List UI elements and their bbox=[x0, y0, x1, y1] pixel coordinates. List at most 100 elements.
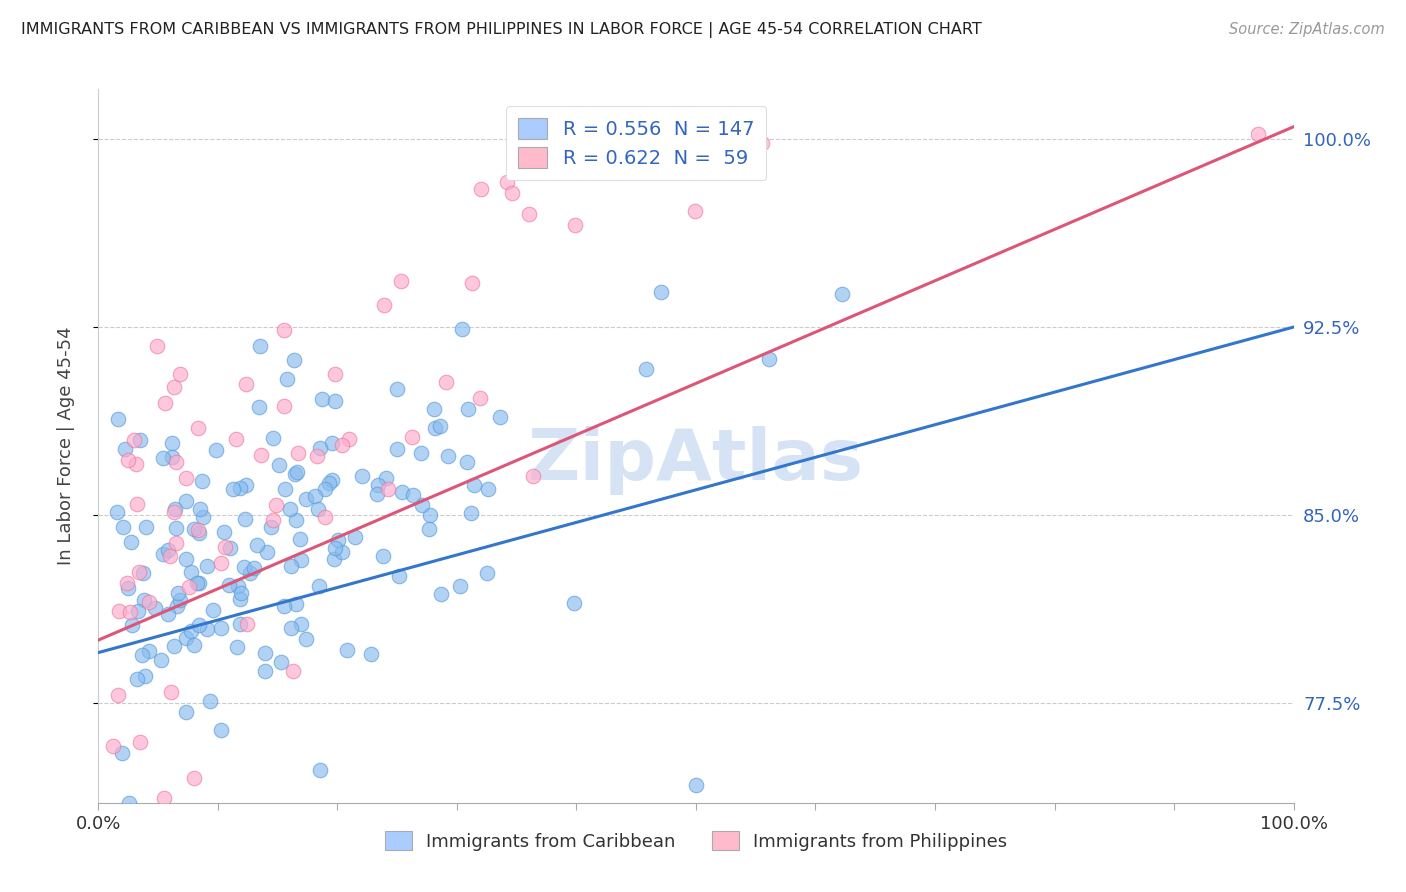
Point bbox=[352, 468, 374, 483]
Point bbox=[751, 136, 773, 151]
Point bbox=[437, 450, 460, 464]
Point bbox=[307, 502, 329, 516]
Point bbox=[475, 566, 498, 580]
Point bbox=[321, 473, 343, 487]
Point bbox=[496, 175, 519, 189]
Point bbox=[246, 538, 269, 552]
Point bbox=[402, 488, 425, 502]
Point bbox=[174, 471, 197, 485]
Point bbox=[270, 655, 292, 669]
Point bbox=[284, 597, 307, 611]
Point bbox=[276, 371, 298, 385]
Point bbox=[256, 545, 278, 559]
Point bbox=[285, 465, 308, 479]
Point bbox=[108, 604, 131, 618]
Point bbox=[430, 587, 453, 601]
Point bbox=[165, 521, 187, 535]
Point bbox=[409, 446, 432, 460]
Point bbox=[143, 601, 166, 615]
Point bbox=[434, 375, 457, 389]
Point bbox=[166, 585, 188, 599]
Point bbox=[105, 505, 128, 519]
Point bbox=[295, 492, 318, 507]
Point bbox=[233, 511, 256, 525]
Point bbox=[336, 643, 359, 657]
Point bbox=[188, 618, 211, 632]
Point bbox=[247, 401, 270, 415]
Legend: Immigrants from Caribbean, Immigrants from Philippines: Immigrants from Caribbean, Immigrants fr… bbox=[377, 824, 1015, 858]
Point bbox=[283, 664, 305, 678]
Point bbox=[450, 579, 472, 593]
Point bbox=[273, 400, 295, 414]
Point bbox=[283, 353, 305, 368]
Point bbox=[174, 552, 197, 566]
Point bbox=[326, 533, 349, 547]
Point bbox=[138, 595, 160, 609]
Point bbox=[685, 203, 707, 218]
Point bbox=[131, 566, 153, 581]
Point bbox=[232, 560, 254, 574]
Point bbox=[371, 549, 394, 563]
Point bbox=[758, 352, 780, 367]
Point bbox=[314, 482, 336, 496]
Point bbox=[107, 688, 129, 702]
Point bbox=[125, 457, 148, 471]
Point bbox=[163, 505, 186, 519]
Point bbox=[180, 624, 202, 638]
Point bbox=[157, 543, 180, 558]
Point bbox=[128, 565, 150, 579]
Point bbox=[429, 419, 451, 434]
Point bbox=[389, 274, 412, 288]
Point bbox=[179, 580, 201, 594]
Point bbox=[202, 603, 225, 617]
Text: Source: ZipAtlas.com: Source: ZipAtlas.com bbox=[1229, 22, 1385, 37]
Point bbox=[273, 599, 295, 614]
Point bbox=[236, 617, 259, 632]
Point bbox=[150, 653, 173, 667]
Point bbox=[187, 524, 209, 538]
Point bbox=[366, 487, 388, 501]
Point bbox=[280, 621, 302, 635]
Point bbox=[218, 541, 240, 555]
Point bbox=[609, 107, 631, 121]
Point bbox=[385, 382, 408, 396]
Point bbox=[517, 207, 540, 221]
Point bbox=[457, 402, 479, 417]
Point bbox=[159, 549, 181, 563]
Point bbox=[229, 585, 252, 599]
Point bbox=[311, 392, 333, 406]
Point bbox=[501, 186, 523, 201]
Text: ZipAtlas: ZipAtlas bbox=[529, 425, 863, 495]
Point bbox=[187, 421, 209, 435]
Point bbox=[288, 533, 311, 547]
Point bbox=[262, 431, 284, 445]
Point bbox=[243, 560, 266, 574]
Point bbox=[125, 497, 148, 511]
Point bbox=[209, 621, 232, 635]
Point bbox=[470, 182, 492, 196]
Point bbox=[323, 541, 346, 555]
Point bbox=[650, 285, 672, 299]
Point bbox=[183, 522, 205, 536]
Point bbox=[235, 478, 257, 492]
Point bbox=[101, 739, 124, 753]
Point bbox=[145, 338, 167, 352]
Point bbox=[152, 451, 174, 466]
Point bbox=[468, 391, 491, 405]
Point bbox=[195, 559, 218, 574]
Point bbox=[254, 664, 277, 678]
Point bbox=[318, 476, 340, 491]
Point bbox=[187, 526, 209, 541]
Point bbox=[169, 367, 191, 381]
Point bbox=[308, 764, 330, 778]
Point bbox=[273, 323, 295, 337]
Point bbox=[174, 706, 197, 720]
Point bbox=[128, 735, 150, 749]
Point bbox=[229, 592, 252, 607]
Y-axis label: In Labor Force | Age 45-54: In Labor Force | Age 45-54 bbox=[56, 326, 75, 566]
Point bbox=[225, 432, 247, 446]
Point bbox=[117, 796, 139, 810]
Point bbox=[401, 429, 423, 443]
Point bbox=[156, 607, 179, 621]
Point bbox=[305, 450, 328, 464]
